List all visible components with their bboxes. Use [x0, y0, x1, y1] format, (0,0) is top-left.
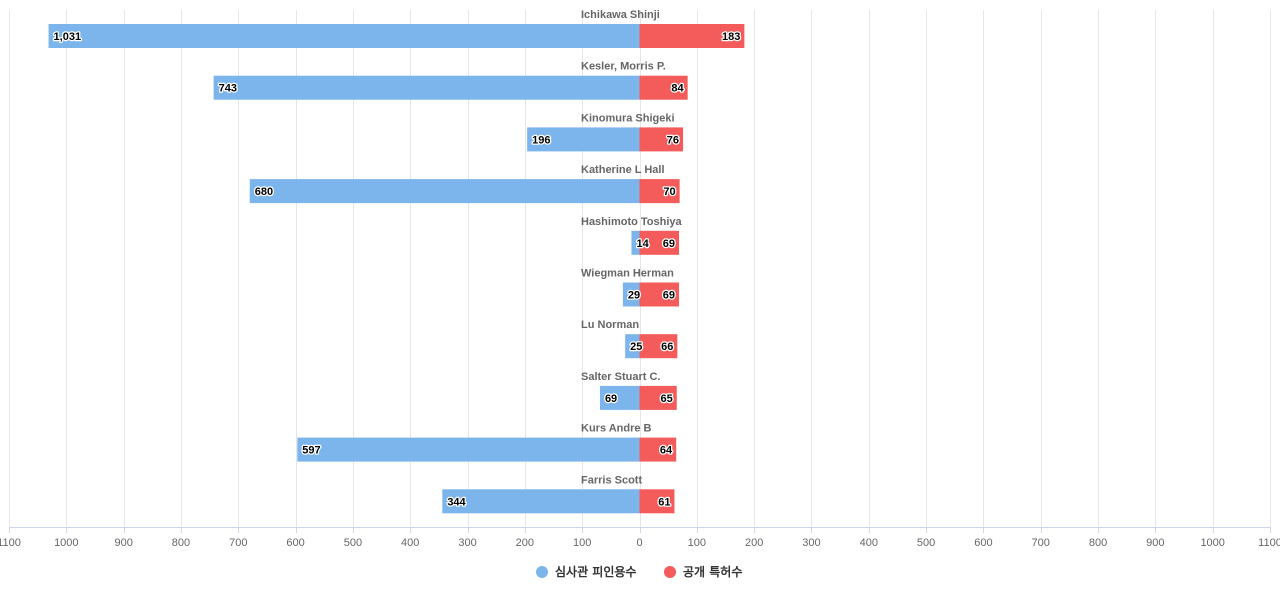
- legend-symbol[interactable]: [664, 566, 676, 578]
- tick-label: 0: [636, 537, 642, 549]
- tick-label: 900: [114, 537, 132, 549]
- tick-label: 300: [802, 537, 820, 549]
- tick-label: 1000: [54, 537, 78, 549]
- bar-left[interactable]: [599, 385, 640, 410]
- bar-left[interactable]: [625, 334, 640, 359]
- tick-label: 100: [688, 537, 706, 549]
- data-label-left: 680: [255, 186, 273, 198]
- data-label-left: 29: [628, 290, 640, 302]
- data-label-right: 84: [671, 83, 684, 95]
- bar-right[interactable]: [639, 334, 678, 359]
- data-label-right: 64: [660, 445, 673, 457]
- legend-item-label[interactable]: 공개 특허수: [683, 564, 742, 579]
- bar-left[interactable]: [527, 127, 640, 152]
- tick-label: 400: [860, 537, 878, 549]
- data-label-left: 1,031: [54, 31, 82, 43]
- category-label: Kinomura Shigeki: [581, 112, 675, 124]
- category-label: Ichikawa Shinji: [581, 9, 660, 21]
- tick-label: 400: [401, 537, 419, 549]
- data-label-right: 70: [663, 186, 675, 198]
- data-label-left: 196: [532, 134, 550, 146]
- bar-right[interactable]: [639, 437, 677, 462]
- data-label-left: 344: [447, 496, 466, 508]
- bars: [48, 24, 745, 514]
- data-label-right: 76: [667, 134, 679, 146]
- legend-symbol[interactable]: [536, 566, 548, 578]
- data-label-right: 65: [661, 393, 673, 405]
- data-label-right: 69: [663, 238, 675, 250]
- tick-label: 1100: [0, 537, 21, 549]
- tick-label: 300: [458, 537, 476, 549]
- data-label-left: 743: [219, 83, 237, 95]
- labels: Ichikawa Shinji 1,031 183 Kesler, Morris P.…: [52, 9, 741, 510]
- data-label-right: 69: [663, 290, 675, 302]
- category-label: Kurs Andre B: [581, 423, 652, 435]
- tick-label: 200: [745, 537, 763, 549]
- data-label-right: 66: [661, 341, 673, 353]
- bar-right[interactable]: [639, 179, 680, 204]
- tick-label: 600: [974, 537, 992, 549]
- legend[interactable]: 심사관 피인용수 공개 특허수: [536, 564, 742, 579]
- category-label: Hashimoto Toshiya: [581, 216, 683, 228]
- bar-left[interactable]: [622, 282, 640, 307]
- category-label: Wiegman Herman: [581, 268, 674, 280]
- tick-label: 800: [1089, 537, 1107, 549]
- bar-right[interactable]: [639, 385, 677, 410]
- tick-label: 600: [286, 537, 304, 549]
- category-label: Lu Norman: [581, 319, 639, 331]
- category-label: Katherine L Hall: [581, 164, 665, 176]
- bar-left[interactable]: [249, 179, 640, 204]
- tick-label: 100: [573, 537, 591, 549]
- bar-right[interactable]: [639, 127, 684, 152]
- legend-item-label[interactable]: 심사관 피인용수: [555, 564, 636, 579]
- category-label: Farris Scott: [581, 474, 642, 486]
- bar-right[interactable]: [639, 282, 680, 307]
- data-label-right: 183: [722, 31, 740, 43]
- bar-left[interactable]: [48, 24, 640, 48]
- tick-label: 700: [229, 537, 247, 549]
- bar-right[interactable]: [639, 24, 745, 48]
- bar-left[interactable]: [631, 230, 640, 255]
- bar-left[interactable]: [442, 489, 640, 514]
- data-label-right: 61: [658, 496, 670, 508]
- data-label-left: 69: [605, 393, 617, 405]
- bar-right[interactable]: [639, 230, 680, 255]
- tick-label: 500: [344, 537, 362, 549]
- tick-label: 800: [172, 537, 190, 549]
- tick-label: 1000: [1200, 537, 1224, 549]
- bar-left[interactable]: [213, 75, 640, 100]
- category-label: Kesler, Morris P.: [581, 61, 666, 73]
- data-label-left: 597: [302, 445, 320, 457]
- x-axis: 1100100090080070060050040030020010001002…: [0, 527, 1280, 549]
- tick-label: 500: [917, 537, 935, 549]
- data-label-left: 14: [636, 238, 649, 250]
- data-label-left: 25: [630, 341, 642, 353]
- tick-label: 700: [1032, 537, 1050, 549]
- bar-right[interactable]: [639, 75, 688, 100]
- tick-label: 200: [516, 537, 534, 549]
- tick-label: 1100: [1258, 537, 1280, 549]
- category-label: Salter Stuart C.: [581, 371, 660, 383]
- bar-left[interactable]: [297, 437, 640, 462]
- bar-right[interactable]: [639, 489, 675, 514]
- tick-label: 900: [1146, 537, 1164, 549]
